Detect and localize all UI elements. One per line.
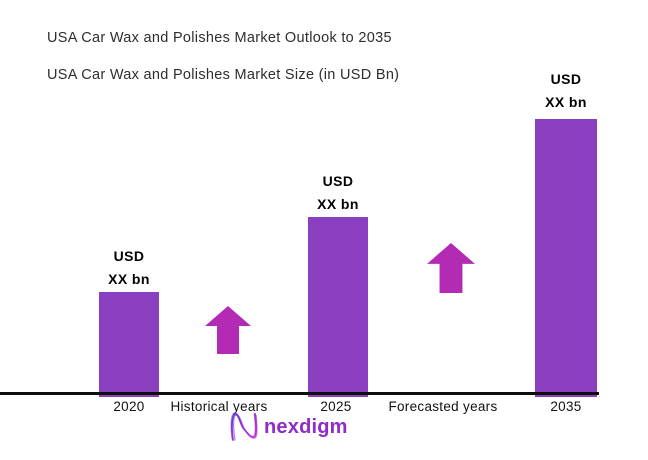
x-axis-line — [0, 392, 599, 395]
chart-subtitle: USA Car Wax and Polishes Market Size (in… — [47, 67, 400, 83]
bar-2020 — [99, 292, 159, 397]
growth-arrow-historical — [205, 306, 251, 359]
bar-value-line2: XX bn — [108, 271, 150, 287]
bar-value-label-2025: USD XX bn — [278, 170, 398, 216]
up-arrow-icon — [205, 306, 251, 354]
up-arrow-icon — [427, 243, 475, 293]
x-label-2020: 2020 — [113, 399, 145, 414]
bar-value-line2: XX bn — [317, 196, 359, 212]
chart-title: USA Car Wax and Polishes Market Outlook … — [47, 30, 392, 46]
x-label-forecasted-years: Forecasted years — [388, 399, 498, 414]
bar-value-line1: USD — [113, 248, 145, 264]
x-label-2025: 2025 — [320, 399, 352, 414]
bar-value-line1: USD — [550, 71, 582, 87]
x-label-2035: 2035 — [550, 399, 582, 414]
x-label-historical-years: Historical years — [170, 399, 268, 414]
bar-value-label-2020: USD XX bn — [69, 245, 189, 291]
bar-value-label-2035: USD XX bn — [506, 68, 626, 114]
nexdigm-logo-text: nexdigm — [264, 415, 348, 438]
bar-value-line2: XX bn — [545, 94, 587, 110]
nexdigm-n-icon — [230, 412, 258, 441]
nexdigm-logo: nexdigm — [229, 411, 348, 443]
bar-2025 — [308, 217, 368, 397]
bar-2035 — [535, 119, 597, 397]
growth-arrow-forecasted — [426, 243, 476, 298]
bar-value-line1: USD — [322, 173, 354, 189]
